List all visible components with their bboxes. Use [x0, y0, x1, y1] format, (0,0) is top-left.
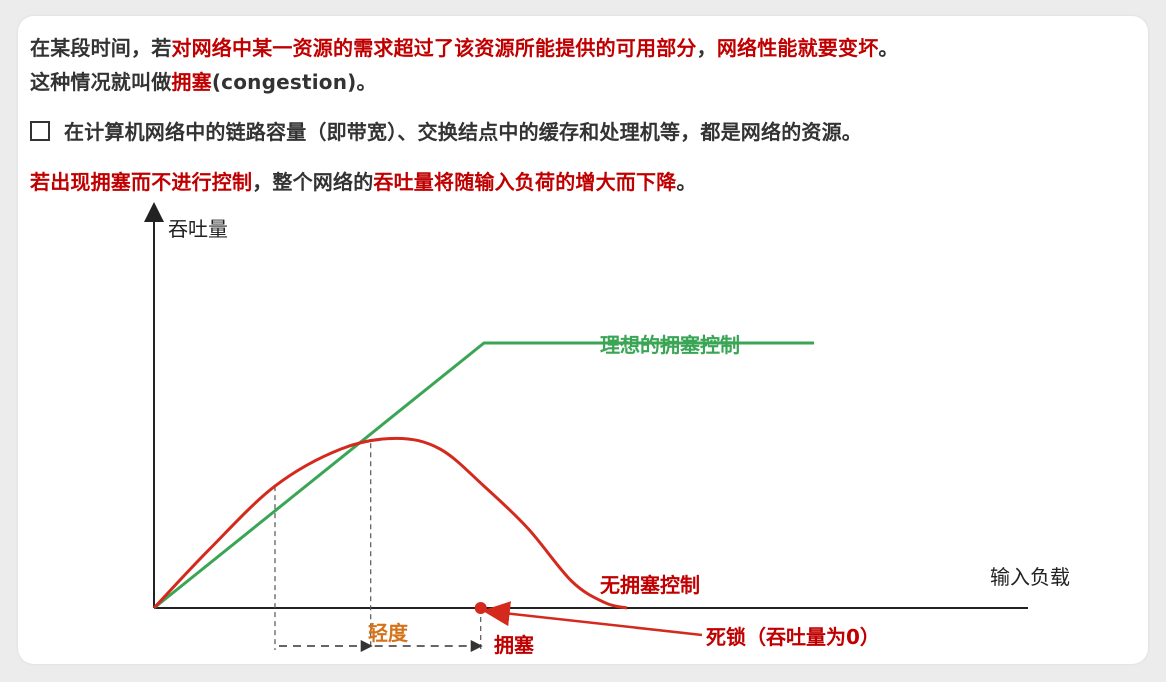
line1-segment: 网络性能就要变坏: [716, 36, 879, 60]
congestion-region-label: 拥塞: [494, 633, 535, 657]
line4-segment: ，整个网络的: [252, 170, 374, 194]
line1-segment: ，: [696, 36, 717, 60]
light-region-label: 轻度: [368, 621, 409, 645]
line1-segment: 对网络中某一资源的需求超过了该资源所能提供的可用部分: [171, 36, 697, 60]
deadlock-label: 死锁（吞吐量为0）: [706, 625, 880, 649]
paragraph-line-1: 在某段时间，若对网络中某一资源的需求超过了该资源所能提供的可用部分，网络性能就要…: [30, 34, 899, 62]
line4-segment: 。: [676, 170, 697, 194]
no-control-series-label: 无拥塞控制: [600, 573, 700, 597]
line2-segment: (congestion)。: [211, 70, 377, 94]
bullet-line: 在计算机网络中的链路容量（即带宽）、交换结点中的缓存和处理机等，都是网络的资源。: [30, 118, 862, 146]
paragraph-line-2: 这种情况就叫做拥塞(congestion)。: [30, 68, 377, 96]
bullet-text: 在计算机网络中的链路容量（即带宽）、交换结点中的缓存和处理机等，都是网络的资源。: [64, 120, 862, 144]
line4-segment: 出现拥塞而不进行控制: [50, 170, 253, 194]
ideal-series-label: 理想的拥塞控制: [600, 333, 740, 357]
slide-card: 在某段时间，若对网络中某一资源的需求超过了该资源所能提供的可用部分，网络性能就要…: [18, 16, 1148, 664]
y-axis-label: 吞吐量: [168, 217, 228, 241]
line1-segment: 。: [878, 36, 899, 60]
line4-segment: 若: [30, 170, 51, 194]
congestion-chart: 吞吐量 输入负载 理想的拥塞控制 无拥塞控制 轻度 拥塞 死锁（吞吐量为0）: [144, 202, 1070, 657]
deadlock-point: [474, 602, 487, 614]
ideal-control-line: [153, 341, 814, 610]
paragraph-line-4: 若出现拥塞而不进行控制，整个网络的吞吐量将随输入负荷的增大而下降。: [30, 168, 697, 196]
checkbox-icon: [30, 121, 50, 141]
line4-segment: 吞吐量将随输入负荷的增大而下降: [373, 170, 677, 194]
deadlock-arrow: [482, 601, 703, 637]
line1-segment: 在某段时间，若: [30, 36, 172, 60]
x-axis-label: 输入负载: [990, 565, 1070, 589]
line2-segment: 拥塞: [171, 70, 212, 94]
no-control-curve: [152, 436, 628, 610]
line2-segment: 这种情况就叫做: [30, 70, 172, 94]
